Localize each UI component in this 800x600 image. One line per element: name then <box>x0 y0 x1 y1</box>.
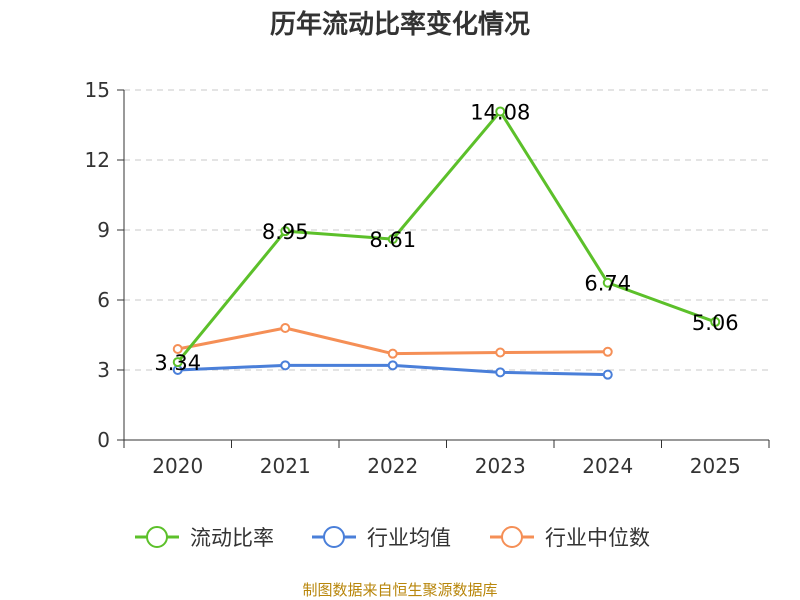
data-point-2-2[interactable] <box>387 348 398 359</box>
data-point-1-1[interactable] <box>280 360 291 371</box>
data-point-1-2[interactable] <box>387 360 398 371</box>
series-line-0 <box>176 109 717 364</box>
data-label-2: 8.61 <box>369 228 416 252</box>
y-tick-label-12: 12 <box>85 148 110 172</box>
data-labels: 3.34 8.95 8.61 14.08 6.74 5.06 <box>154 100 738 375</box>
data-label-0: 3.34 <box>154 351 201 375</box>
legend-label-0: 流动比率 <box>190 526 274 550</box>
y-tick-label-0: 0 <box>97 428 110 452</box>
series-lines <box>172 106 721 380</box>
y-tick-label-6: 6 <box>97 288 110 312</box>
legend-marker-0 <box>146 526 168 548</box>
legend-item-0[interactable]: 流动比率 <box>135 526 274 550</box>
legend-item-2[interactable]: 行业中位数 <box>490 526 650 550</box>
data-point-0-2[interactable] <box>387 234 398 245</box>
y-tick-label-15: 15 <box>85 78 110 102</box>
data-point-0-5[interactable] <box>710 316 721 327</box>
data-label-3: 14.08 <box>470 100 530 124</box>
legend-marker-1 <box>323 526 345 548</box>
data-point-1-4[interactable] <box>602 369 613 380</box>
data-point-0-1[interactable] <box>280 226 291 237</box>
grid-lines <box>124 89 769 371</box>
y-tick-label-9: 9 <box>97 218 110 242</box>
data-label-5: 5.06 <box>692 311 739 335</box>
series-0 <box>172 106 721 368</box>
axes: 0 3 6 9 12 15 2020 2021 2022 2023 2024 2025 <box>85 78 770 478</box>
x-tick-label-2024: 2024 <box>582 454 633 478</box>
series-2 <box>172 323 613 359</box>
data-point-0-0[interactable] <box>172 357 183 368</box>
legend[interactable]: 流动比率 行业均值 行业中位数 <box>135 526 650 550</box>
series-1 <box>172 360 613 380</box>
data-point-2-3[interactable] <box>495 347 506 358</box>
x-tick-label-2022: 2022 <box>367 454 418 478</box>
data-point-2-1[interactable] <box>280 323 291 333</box>
x-tick-label-2023: 2023 <box>475 454 526 478</box>
y-tick-label-3: 3 <box>97 358 110 382</box>
legend-marker-2 <box>501 526 523 548</box>
data-point-2-4[interactable] <box>602 346 613 357</box>
data-point-0-3[interactable] <box>495 106 506 117</box>
x-tick-label-2020: 2020 <box>152 454 203 478</box>
legend-item-1[interactable]: 行业均值 <box>312 526 451 550</box>
x-tick-label-2021: 2021 <box>260 454 311 478</box>
legend-label-2: 行业中位数 <box>545 526 650 550</box>
source-note: 制图数据来自恒生聚源数据库 <box>302 581 497 599</box>
data-point-1-3[interactable] <box>495 367 506 378</box>
legend-label-1: 行业均值 <box>367 526 451 550</box>
data-label-1: 8.95 <box>262 220 309 244</box>
data-label-4: 6.74 <box>584 272 631 296</box>
data-point-2-0[interactable] <box>172 344 183 354</box>
x-tick-label-2025: 2025 <box>690 454 741 478</box>
data-point-0-4[interactable] <box>602 277 613 288</box>
chart-title: 历年流动比率变化情况 <box>270 9 530 40</box>
